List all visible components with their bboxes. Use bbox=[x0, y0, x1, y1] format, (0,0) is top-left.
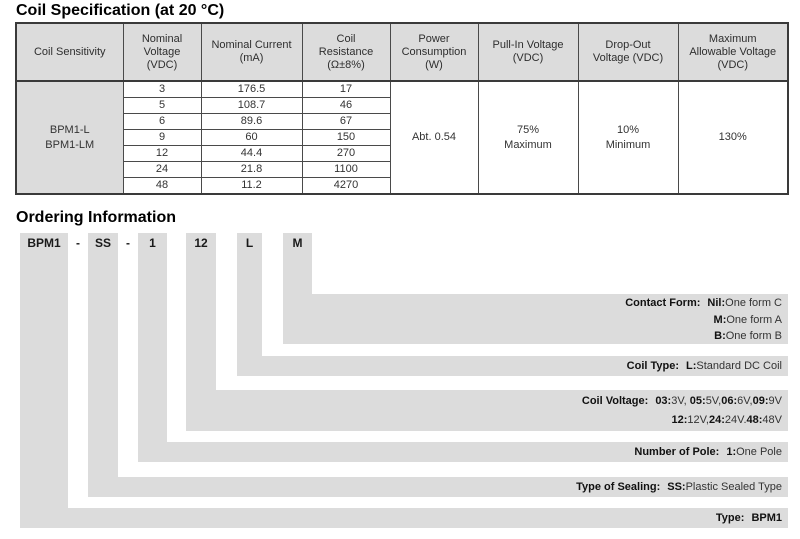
header-coil-resistance: Coil Resistance (Ω±8%) bbox=[301, 22, 391, 82]
legend-line: B:One form B bbox=[714, 330, 782, 342]
table-row: 6 89.6 67 bbox=[16, 113, 788, 130]
voltage-cell: 5 bbox=[122, 97, 202, 114]
header-coil-sensitivity: Coil Sensitivity bbox=[15, 22, 124, 82]
legend-line: M:One form A bbox=[713, 313, 782, 326]
resistance-cell: 46 bbox=[301, 97, 391, 114]
resistance-cell: 150 bbox=[301, 129, 391, 146]
header-max-allowable-voltage: Maximum Allowable Voltage (VDC) bbox=[677, 22, 789, 82]
voltage-cell: 24 bbox=[122, 161, 202, 178]
order-bar-poles: 1 bbox=[138, 233, 167, 462]
code-part-type: BPM1 bbox=[27, 236, 61, 250]
code-part-coil-type: L bbox=[245, 236, 254, 250]
legend-line: Contact Form: Nil:One form C bbox=[625, 297, 782, 309]
current-cell: 11.2 bbox=[200, 177, 303, 195]
header-pull-in-voltage: Pull-In Voltage (VDC) bbox=[477, 22, 579, 82]
code-part-poles: 1 bbox=[149, 236, 156, 250]
legend-band-type-of-sealing: Type of Sealing: SS:Plastic Sealed Type bbox=[88, 477, 788, 497]
table-row: 48 11.2 4270 bbox=[16, 177, 788, 195]
current-cell: 44.4 bbox=[200, 145, 303, 162]
current-cell: 89.6 bbox=[200, 113, 303, 130]
voltage-cell: 3 bbox=[122, 80, 202, 98]
voltage-cell: 9 bbox=[122, 129, 202, 146]
order-bar-sealing: SS bbox=[88, 233, 118, 497]
pull-in-voltage-cell: 75% Maximum bbox=[477, 80, 579, 195]
table-row: 24 21.8 1100 bbox=[16, 161, 788, 178]
current-cell: 176.5 bbox=[200, 80, 303, 98]
legend-band-type: Type: BPM1 bbox=[20, 508, 788, 528]
header-nominal-voltage: Nominal Voltage (VDC) bbox=[122, 22, 202, 82]
header-row: Coil Sensitivity Nominal Voltage (VDC) N… bbox=[15, 22, 789, 82]
code-part-voltage: 12 bbox=[194, 236, 208, 250]
current-cell: 21.8 bbox=[200, 161, 303, 178]
voltage-cell: 6 bbox=[122, 113, 202, 130]
current-cell: 108.7 bbox=[200, 97, 303, 114]
code-dash: - bbox=[76, 236, 80, 250]
legend-band-contact-form: Contact Form: Nil:One form C M:One form A… bbox=[283, 294, 788, 344]
legend-band-coil-voltage: Coil Voltage: 03:3V, 05:5V,06:6V,09:9V 12… bbox=[186, 390, 788, 431]
coil-sensitivity-cell: BPM1-L BPM1-LM bbox=[15, 80, 124, 195]
coil-spec-section-title: Coil Specification (at 20 °C) bbox=[16, 2, 225, 19]
current-cell: 60 bbox=[200, 129, 303, 146]
ordering-section-title: Ordering Information bbox=[16, 209, 176, 226]
resistance-cell: 17 bbox=[301, 80, 391, 98]
drop-out-voltage-cell: 10% Minimum bbox=[577, 80, 679, 195]
legend-line: Coil Voltage: 03:3V, 05:5V,06:6V,09:9V bbox=[581, 395, 782, 407]
code-part-sealing: SS bbox=[94, 236, 111, 250]
resistance-cell: 1100 bbox=[301, 161, 391, 178]
header-nominal-current: Nominal Current (mA) bbox=[200, 22, 303, 82]
max-allowable-voltage-cell: 130% bbox=[677, 80, 789, 195]
code-dash: - bbox=[126, 236, 130, 250]
legend-line: 12:12V,24:24V.48:48V bbox=[671, 414, 782, 426]
table-row: BPM1-L BPM1-LM 3 176.5 17 Abt. 0.54 75% … bbox=[15, 80, 789, 195]
header-drop-out-voltage: Drop-Out Voltage (VDC) bbox=[577, 22, 679, 82]
order-bar-type: BPM1 bbox=[20, 233, 68, 528]
coil-spec-table: Coil Sensitivity Nominal Voltage (VDC) N… bbox=[15, 22, 789, 195]
legend-band-coil-type: Coil Type: L:Standard DC Coil bbox=[237, 356, 788, 376]
resistance-cell: 270 bbox=[301, 145, 391, 162]
resistance-cell: 67 bbox=[301, 113, 391, 130]
power-consumption-cell: Abt. 0.54 bbox=[389, 80, 479, 195]
order-bar-coil-type: L bbox=[237, 233, 262, 376]
legend-band-number-of-pole: Number of Pole: 1:One Pole bbox=[138, 442, 788, 462]
header-power-consumption: Power Consumption (W) bbox=[389, 22, 479, 82]
voltage-cell: 12 bbox=[122, 145, 202, 162]
voltage-cell: 48 bbox=[122, 177, 202, 195]
resistance-cell: 4270 bbox=[301, 177, 391, 195]
code-part-contact-form: M bbox=[292, 236, 303, 250]
